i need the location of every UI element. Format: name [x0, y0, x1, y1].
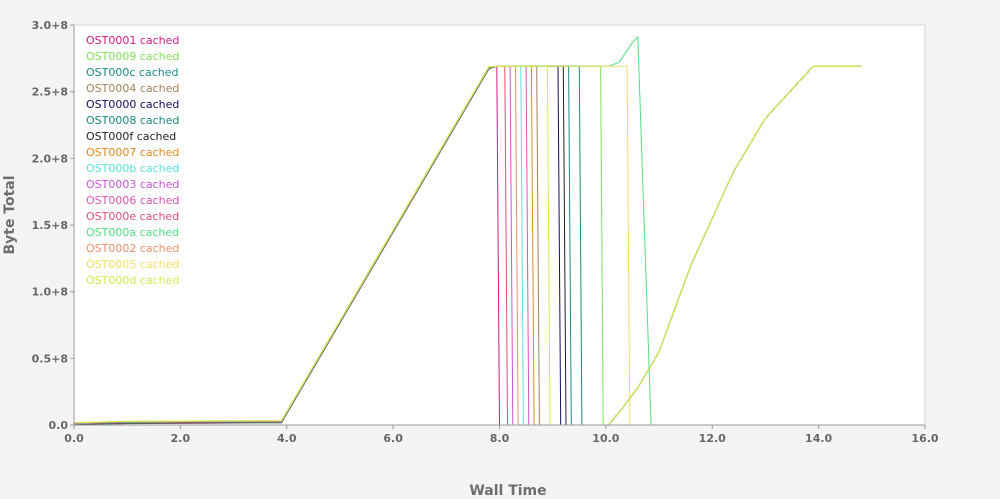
legend-entry: OST000d cached — [86, 274, 179, 287]
legend-entry: OST000f cached — [86, 130, 176, 143]
legend-entry: OST0001 cached — [86, 34, 179, 47]
legend-entry: OST0007 cached — [86, 146, 179, 159]
legend-entry: OST000b cached — [86, 162, 179, 175]
series-layer — [73, 35, 862, 426]
legend-entry: OST0009 cached — [86, 50, 179, 63]
y-tick-label: 1.0+8 — [32, 286, 68, 299]
x-tick-label: 16.0 — [911, 432, 938, 445]
legend-entry: OST0002 cached — [86, 242, 179, 255]
legend-entry: OST000a cached — [86, 226, 179, 239]
y-tick-label: 0.5+8 — [32, 352, 68, 365]
plot-area — [73, 24, 926, 426]
x-tick-label: 14.0 — [805, 432, 832, 445]
x-tick-label: 12.0 — [699, 432, 726, 445]
legend-entry: OST0008 cached — [86, 114, 179, 127]
legend: OST0001 cached OST0009 cached OST000c cach… — [86, 34, 179, 287]
y-ticks: 0.0 0.5+8 1.0+8 1.5+8 2.0+8 2.5+8 3.0+8 — [32, 19, 74, 432]
y-tick-label: 0.0 — [49, 419, 69, 432]
x-tick-label: 10.0 — [592, 432, 619, 445]
y-tick-label: 2.5+8 — [32, 86, 68, 99]
y-tick-label: 1.5+8 — [32, 219, 68, 232]
legend-entry: OST000e cached — [86, 210, 179, 223]
legend-entry: OST0006 cached — [86, 194, 179, 207]
legend-entry: OST0000 cached — [86, 98, 179, 111]
legend-entry: OST0004 cached — [86, 82, 179, 95]
x-tick-label: 0.0 — [64, 432, 84, 445]
x-tick-label: 6.0 — [383, 432, 403, 445]
y-tick-label: 3.0+8 — [32, 19, 68, 32]
legend-entry: OST0003 cached — [86, 178, 179, 191]
legend-entry: OST0005 cached — [86, 258, 179, 271]
series-line — [73, 65, 862, 426]
y-tick-label: 2.0+8 — [32, 152, 68, 165]
x-ticks: 0.0 2.0 4.0 6.0 8.0 10.0 12.0 14.0 16.0 — [64, 425, 939, 445]
x-tick-label: 4.0 — [277, 432, 297, 445]
y-axis-title: Byte Total — [2, 175, 18, 254]
x-tick-label: 8.0 — [490, 432, 510, 445]
x-tick-label: 2.0 — [171, 432, 191, 445]
x-axis-title: Wall Time — [469, 483, 546, 499]
legend-entry: OST000c cached — [86, 66, 178, 79]
